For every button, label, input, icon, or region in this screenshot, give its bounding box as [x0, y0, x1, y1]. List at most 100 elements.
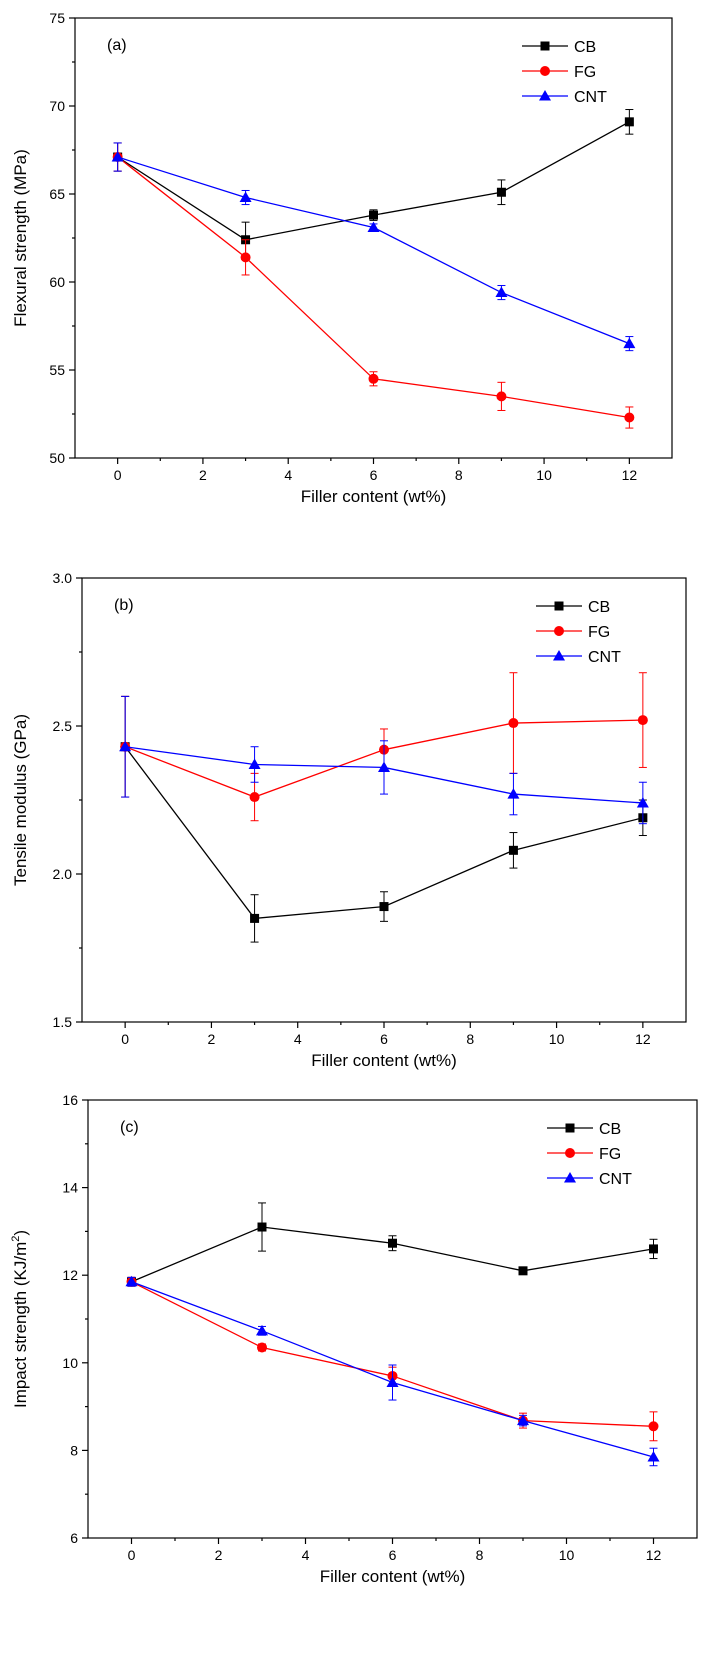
x-tick-label: 6 [380, 1031, 388, 1047]
legend-label: FG [588, 624, 610, 641]
x-tick-label: 4 [284, 467, 292, 483]
data-point [649, 1244, 658, 1254]
series-cnt [125, 1275, 660, 1467]
plot-frame [87, 1099, 698, 1539]
data-point [496, 187, 506, 197]
legend-label: CNT [599, 1171, 632, 1188]
legend-marker [565, 1148, 575, 1158]
y-tick-label: 2.0 [53, 866, 73, 882]
legend-marker [539, 90, 551, 101]
legend-entry-cb: CB [547, 1121, 621, 1138]
y-tick-label: 60 [49, 274, 65, 290]
legend-entry-cnt: CNT [536, 649, 621, 666]
y-tick-label: 65 [49, 186, 65, 202]
y-tick-label: 75 [49, 10, 65, 26]
chart-panel-1: 0 2 4 6 8 10 12 50 55 60 65 70 75 Filler content (wt%… [11, 10, 673, 506]
y-tick-label: 6 [70, 1530, 78, 1546]
y-tick-label: 55 [49, 362, 65, 378]
x-tick-label: 8 [476, 1547, 484, 1563]
x-tick-label: 2 [208, 1031, 216, 1047]
series-cb [113, 109, 634, 258]
legend-marker [554, 601, 564, 611]
series-fg [126, 1276, 659, 1442]
panel-label: (c) [120, 1119, 139, 1136]
legend: CB FG CNT [547, 1121, 632, 1188]
data-point [379, 902, 389, 912]
x-axis-title: Filler content (wt%) [311, 1051, 456, 1070]
x-tick-label: 0 [121, 1031, 129, 1047]
y-axis-title: Impact strength (KJ/m2) [10, 1230, 30, 1408]
y-tick-label: 70 [49, 98, 65, 114]
data-point [368, 373, 379, 384]
legend-label: CNT [588, 649, 621, 666]
series-line [131, 1226, 654, 1283]
legend-entry-cnt: CNT [522, 89, 607, 106]
x-tick-label: 10 [536, 467, 552, 483]
data-point [249, 792, 260, 803]
data-point [623, 337, 636, 349]
y-tick-label: 8 [70, 1442, 78, 1458]
series-line [117, 156, 630, 345]
chart-panel-3: 0 2 4 6 8 10 12 6 8 10 12 14 16 Filler content (wt%) I… [10, 1092, 698, 1586]
data-point [518, 1266, 528, 1276]
x-tick-label: 6 [370, 467, 378, 483]
y-axis-title-text: Tensile modulus (GPa) [11, 714, 30, 886]
x-tick-label: 10 [559, 1547, 575, 1563]
data-point [496, 391, 507, 402]
y-axis-title-text: Flexural strength (MPa) [11, 149, 30, 327]
legend-marker [554, 626, 564, 636]
data-point [248, 758, 261, 769]
legend-entry-cb: CB [522, 39, 596, 56]
data-point [257, 1222, 267, 1232]
panel-label: (a) [107, 37, 127, 54]
x-tick-label: 12 [635, 1031, 651, 1047]
data-point [624, 117, 634, 127]
legend-marker [564, 1172, 576, 1183]
legend-marker [565, 1123, 575, 1133]
data-point [111, 151, 124, 162]
legend-marker [553, 650, 565, 661]
data-point [386, 1376, 399, 1388]
legend-entry-fg: FG [547, 1146, 621, 1163]
data-point [367, 221, 380, 232]
data-point [517, 1414, 529, 1426]
legend-label: FG [599, 1146, 621, 1163]
data-point [495, 286, 508, 298]
x-axis-title: Filler content (wt%) [301, 487, 446, 506]
y-axis-title-superscript: 2 [10, 1236, 22, 1242]
series-cnt [119, 695, 649, 825]
data-point [508, 845, 518, 855]
data-point [257, 1342, 267, 1353]
x-tick-label: 10 [549, 1031, 565, 1047]
legend-label: CB [574, 39, 596, 56]
legend-entry-cnt: CNT [547, 1171, 632, 1188]
y-tick-label: 1.5 [53, 1014, 73, 1030]
legend-marker [540, 41, 550, 51]
data-point [239, 191, 252, 203]
x-tick-label: 0 [114, 467, 122, 483]
series-line [131, 1281, 654, 1427]
x-tick-label: 8 [466, 1031, 474, 1047]
panel-label: (b) [114, 597, 134, 614]
legend-label: FG [574, 64, 596, 81]
legend-marker [540, 66, 550, 76]
x-tick-label: 2 [215, 1547, 223, 1563]
data-point [507, 788, 520, 799]
data-point [125, 1275, 138, 1287]
x-tick-label: 8 [455, 467, 463, 483]
legend-label: CB [599, 1121, 621, 1138]
y-axis-title-close: ) [11, 1230, 30, 1236]
x-tick-label: 4 [302, 1547, 310, 1563]
x-tick-label: 12 [622, 467, 638, 483]
series-cb [127, 1202, 658, 1287]
legend-entry-cb: CB [536, 599, 610, 616]
y-tick-label: 50 [49, 450, 65, 466]
plot-frame [74, 17, 673, 459]
y-tick-label: 14 [62, 1180, 78, 1196]
y-tick-label: 16 [62, 1092, 78, 1108]
data-point [240, 252, 251, 263]
data-point [119, 740, 132, 752]
series-cnt [111, 142, 636, 352]
data-point [378, 761, 390, 772]
